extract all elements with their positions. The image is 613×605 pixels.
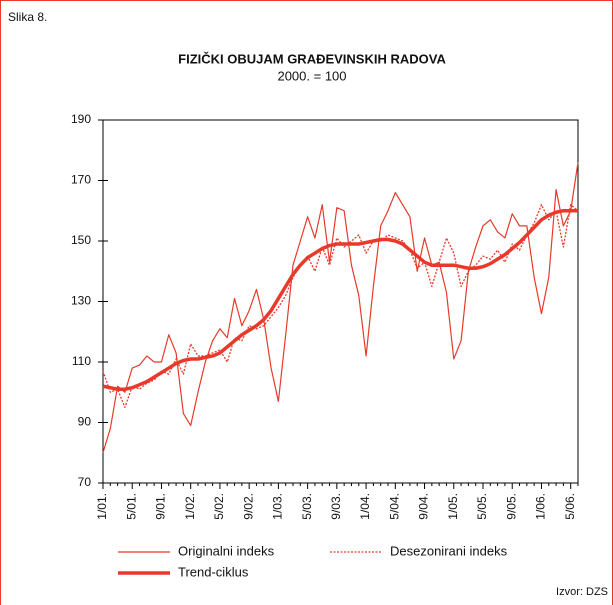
figure-label: Slika 8. bbox=[8, 10, 47, 24]
x-tick-label: 5/05. bbox=[475, 493, 489, 520]
x-tick-label: 5/02. bbox=[212, 493, 226, 520]
x-tick-label: 5/04. bbox=[387, 493, 401, 520]
y-tick-label: 70 bbox=[78, 475, 92, 489]
y-tick-label: 90 bbox=[78, 415, 92, 429]
legend-label: Desezonirani indeks bbox=[390, 543, 508, 558]
x-tick-label: 9/02. bbox=[241, 493, 255, 520]
x-tick-label: 1/02. bbox=[183, 493, 197, 520]
y-tick-label: 110 bbox=[72, 354, 91, 368]
x-tick-label: 1/04. bbox=[358, 493, 372, 520]
x-tick-label: 9/01. bbox=[154, 493, 168, 520]
x-tick-label: 5/06. bbox=[563, 493, 577, 520]
legend-label: Originalni indeks bbox=[178, 543, 275, 558]
x-tick-label: 1/05. bbox=[446, 493, 460, 520]
series-line bbox=[102, 162, 579, 453]
x-tick-label: 5/01. bbox=[124, 493, 138, 520]
chart-subtitle: 2000. = 100 bbox=[277, 68, 346, 83]
x-tick-label: 9/03. bbox=[329, 493, 343, 520]
y-tick-label: 170 bbox=[71, 173, 91, 187]
y-tick-label: 150 bbox=[71, 233, 91, 247]
x-tick-label: 1/03. bbox=[271, 493, 285, 520]
x-tick-label: 9/04. bbox=[417, 493, 431, 520]
x-tick-label: 9/05. bbox=[504, 493, 518, 520]
x-tick-label: 1/01. bbox=[95, 493, 109, 520]
x-tick-label: 5/03. bbox=[300, 493, 314, 520]
y-tick-label: 190 bbox=[71, 112, 91, 126]
source: Izvor: DZS bbox=[556, 586, 608, 598]
x-tick-label: 1/06. bbox=[534, 493, 548, 520]
series-line bbox=[102, 209, 578, 391]
legend-label: Trend-ciklus bbox=[178, 564, 249, 579]
y-tick-label: 130 bbox=[71, 294, 91, 308]
chart-title: FIZIČKI OBUJAM GRAĐEVINSKIH RADOVA bbox=[178, 51, 446, 66]
